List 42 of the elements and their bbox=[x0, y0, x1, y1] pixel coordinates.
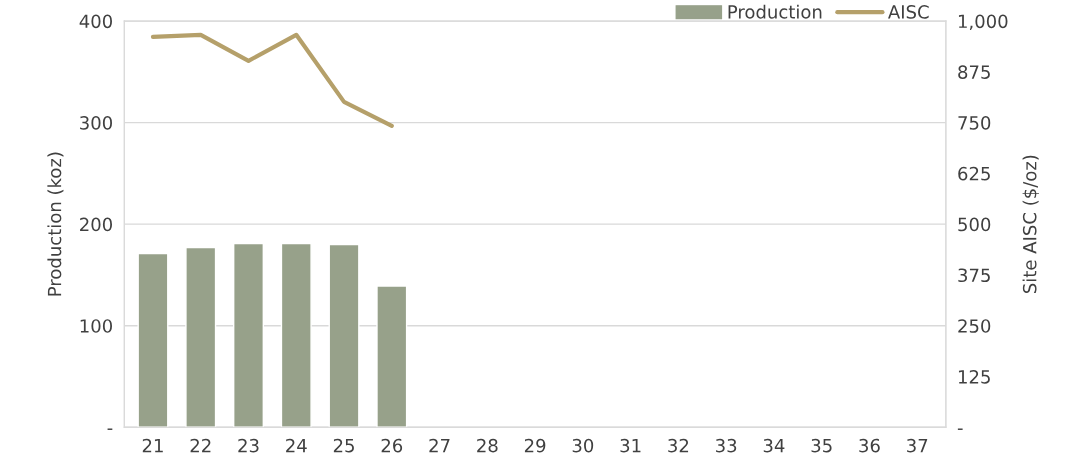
y-tick-label: - bbox=[107, 428, 113, 430]
x-tick-label: 23 bbox=[238, 438, 259, 453]
x-tick-label: 26 bbox=[381, 438, 403, 453]
y2-tick-label: 500 bbox=[958, 217, 991, 232]
y2-tick-label: 375 bbox=[958, 268, 990, 283]
legend-label: AISC bbox=[888, 5, 929, 19]
y2-tick-label: 250 bbox=[958, 319, 991, 333]
y-axis-title: Production (koz) bbox=[47, 152, 64, 296]
x-tick-label: 36 bbox=[859, 438, 880, 453]
x-tick-label: 31 bbox=[620, 438, 641, 453]
y2-tick-label: 1,000 bbox=[958, 14, 1008, 30]
bar bbox=[137, 252, 169, 428]
y2-tick-label: - bbox=[957, 428, 963, 430]
x-tick-label: 25 bbox=[333, 438, 354, 453]
x-tick-label: 32 bbox=[668, 438, 689, 453]
y-tick-label: 300 bbox=[80, 116, 112, 130]
y2-tick-label: 125 bbox=[958, 369, 990, 384]
x-tick-label: 29 bbox=[524, 438, 546, 453]
line-series bbox=[150, 32, 394, 128]
bar bbox=[233, 242, 265, 428]
bar bbox=[280, 242, 312, 428]
y2-axis-title: Site AISC ($/oz) bbox=[1022, 155, 1039, 294]
x-tick-label: 37 bbox=[907, 438, 928, 453]
x-tick-label: 24 bbox=[286, 438, 307, 453]
x-tick-label: 33 bbox=[716, 438, 737, 453]
y-tick-label: 200 bbox=[80, 217, 112, 232]
y-tick-label: 400 bbox=[79, 14, 112, 29]
y2-tick-label: 625 bbox=[958, 166, 990, 181]
x-tick-label: 21 bbox=[142, 438, 163, 453]
x-tick-label: 22 bbox=[190, 438, 211, 453]
x-tick-label: 30 bbox=[572, 438, 594, 453]
bar bbox=[376, 285, 408, 428]
x-tick-label: 28 bbox=[477, 438, 498, 453]
y-tick-label: 100 bbox=[80, 319, 112, 333]
x-tick-label: 35 bbox=[811, 438, 832, 453]
y2-tick-label: 875 bbox=[958, 65, 990, 79]
legend-label: Production bbox=[728, 4, 822, 19]
x-tick-label: 27 bbox=[429, 438, 450, 453]
x-tick-label: 34 bbox=[763, 438, 785, 453]
bar bbox=[328, 243, 360, 428]
bar bbox=[185, 246, 217, 428]
y2-tick-label: 750 bbox=[958, 116, 991, 130]
